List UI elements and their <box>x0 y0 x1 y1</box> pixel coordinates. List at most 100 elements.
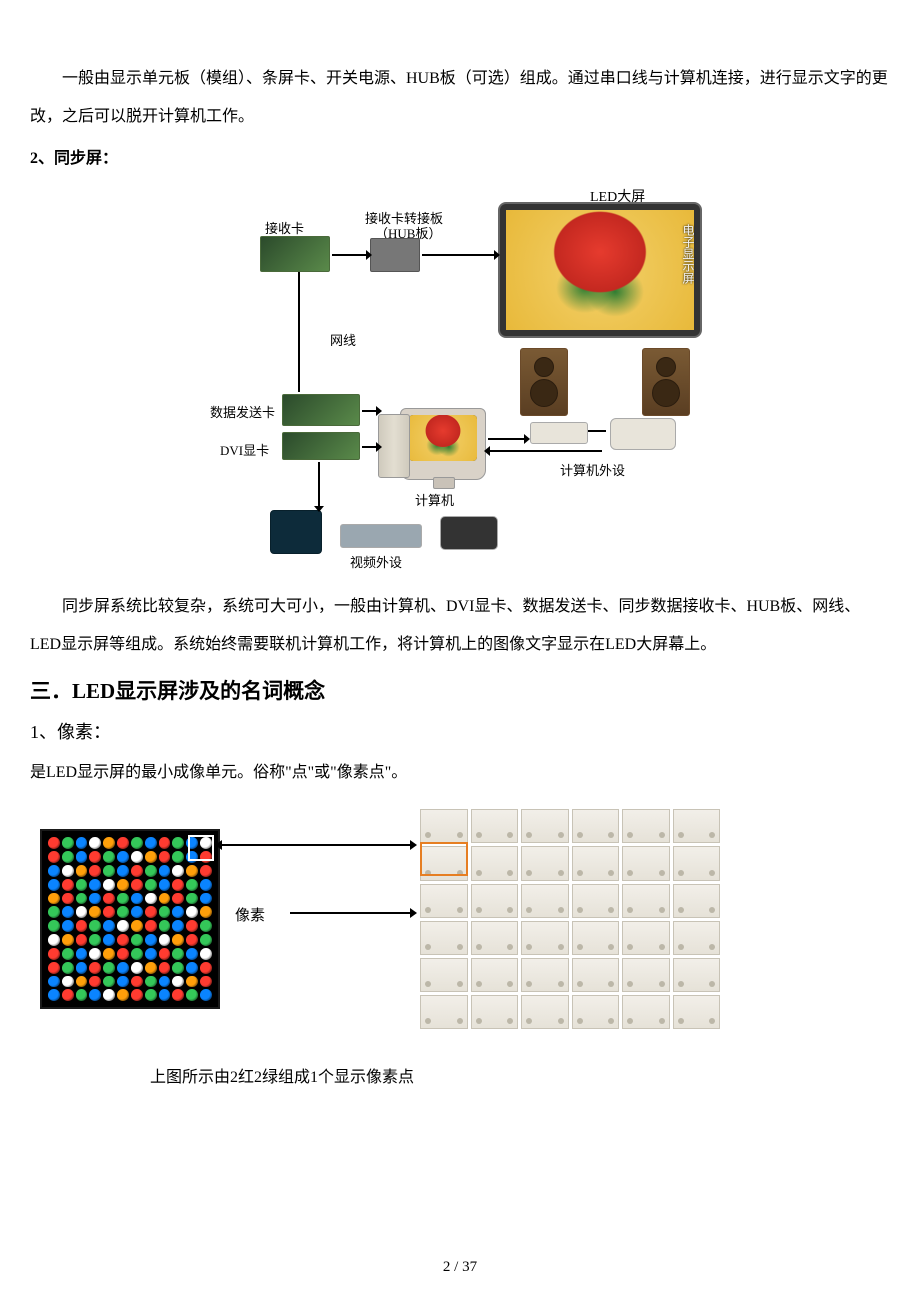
pcb-cell <box>622 958 670 992</box>
led-dot <box>48 906 60 918</box>
led-dot <box>117 948 129 960</box>
led-dot <box>159 976 171 988</box>
computer-label: 计算机 <box>415 490 454 509</box>
arrow-hub-to-screen <box>422 254 494 256</box>
led-dot <box>131 934 143 946</box>
led-dot <box>62 934 74 946</box>
tulip-image <box>506 210 694 330</box>
led-dot <box>89 976 101 988</box>
led-dot <box>103 837 115 849</box>
led-dot <box>200 948 212 960</box>
led-dot <box>89 879 101 891</box>
led-dot <box>145 865 157 877</box>
led-dot <box>76 851 88 863</box>
led-dot <box>62 989 74 1001</box>
pcb-cell <box>420 809 468 843</box>
led-dot <box>200 934 212 946</box>
pcb-cell <box>572 809 620 843</box>
pcb-cell <box>521 884 569 918</box>
pcb-cell <box>622 921 670 955</box>
led-dot <box>76 962 88 974</box>
led-dot <box>62 893 74 905</box>
led-dot <box>76 893 88 905</box>
dvi-card-icon <box>282 432 360 460</box>
led-dot <box>131 893 143 905</box>
led-dot <box>159 989 171 1001</box>
led-dot <box>186 879 198 891</box>
led-dot <box>159 920 171 932</box>
led-dot <box>159 906 171 918</box>
pcb-cell <box>521 958 569 992</box>
led-dot <box>131 879 143 891</box>
scanner-icon <box>530 422 588 444</box>
led-dot <box>76 906 88 918</box>
led-dot <box>145 851 157 863</box>
sync-heading: 2、同步屏： <box>30 141 890 176</box>
led-dot <box>117 865 129 877</box>
led-dot <box>76 879 88 891</box>
pcb-cell <box>622 846 670 880</box>
led-dot <box>117 962 129 974</box>
led-dot <box>172 976 184 988</box>
arrow-periph-to-pc <box>490 450 602 452</box>
pcb-cell <box>471 809 519 843</box>
projector-icon <box>440 516 498 550</box>
pcb-cell <box>572 846 620 880</box>
led-dot <box>186 920 198 932</box>
pixel-description: 是LED显示屏的最小成像单元。俗称"点"或"像素点"。 <box>30 755 890 790</box>
led-dot <box>76 948 88 960</box>
pcb-cell <box>420 995 468 1029</box>
led-dot <box>159 851 171 863</box>
led-dot <box>48 851 60 863</box>
pcb-cell <box>572 921 620 955</box>
led-dot <box>48 865 60 877</box>
led-dot <box>145 837 157 849</box>
pixel-subtitle: 1、像素： <box>30 718 890 747</box>
intro-paragraph: 一般由显示单元板（模组）、条屏卡、开关电源、HUB板（可选）组成。通过串口线与计… <box>30 60 890 137</box>
led-dot <box>200 920 212 932</box>
led-dot <box>103 879 115 891</box>
arrow-send-to-pc <box>362 410 376 412</box>
led-dot <box>131 920 143 932</box>
pixel-arrow-top-right <box>260 844 410 846</box>
led-dot <box>200 906 212 918</box>
sync-system-diagram: LED大屏 接收卡 接收卡转接板 （HUB板） 电子显示屏 网线 数据发送卡 D… <box>190 190 730 570</box>
led-dot <box>117 837 129 849</box>
led-big-label: LED大屏 <box>590 186 645 206</box>
led-dot <box>62 976 74 988</box>
pcb-cell <box>572 884 620 918</box>
pcb-cell <box>673 958 721 992</box>
led-dot <box>103 934 115 946</box>
pcb-cell <box>521 809 569 843</box>
led-dot <box>76 865 88 877</box>
send-card-label: 数据发送卡 <box>210 402 275 421</box>
led-dot <box>103 865 115 877</box>
led-dot <box>172 920 184 932</box>
pcb-cell <box>521 921 569 955</box>
led-dot <box>159 893 171 905</box>
led-dot <box>145 976 157 988</box>
led-dot <box>89 934 101 946</box>
led-dot <box>76 989 88 1001</box>
led-dot <box>131 948 143 960</box>
pixel-label: 像素 <box>235 904 265 925</box>
led-dot <box>89 948 101 960</box>
pcb-cell <box>521 995 569 1029</box>
led-dot <box>117 976 129 988</box>
led-dot <box>186 865 198 877</box>
led-dot <box>186 976 198 988</box>
pcb-cell <box>521 846 569 880</box>
led-dot <box>172 906 184 918</box>
led-dot <box>103 893 115 905</box>
send-card-icon <box>282 394 360 426</box>
led-dot <box>117 934 129 946</box>
printer-icon <box>610 418 676 450</box>
led-dot <box>145 934 157 946</box>
led-screen-icon <box>500 204 700 336</box>
led-dot <box>186 948 198 960</box>
led-dot <box>186 934 198 946</box>
led-dot <box>89 837 101 849</box>
led-dot <box>172 934 184 946</box>
led-dot <box>172 962 184 974</box>
led-dot <box>76 920 88 932</box>
